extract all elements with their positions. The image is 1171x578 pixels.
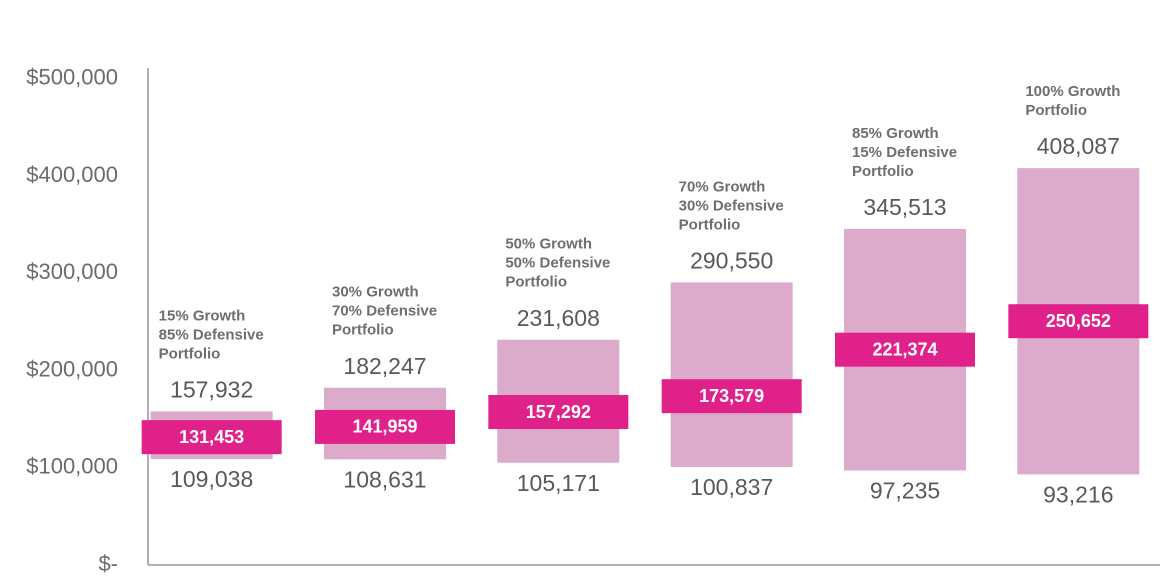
category-label: 50% Defensive bbox=[505, 255, 610, 272]
category-label: Portfolio bbox=[852, 163, 914, 180]
high-label: 182,247 bbox=[343, 353, 426, 379]
high-label: 290,550 bbox=[690, 247, 773, 273]
category-label: 30% Defensive bbox=[679, 197, 784, 214]
category-label: Portfolio bbox=[159, 345, 221, 362]
category-label: 15% Growth bbox=[159, 307, 246, 324]
median-label: 131,453 bbox=[179, 427, 244, 447]
y-tick-label: $500,000 bbox=[26, 65, 118, 90]
category-label: 85% Defensive bbox=[159, 326, 264, 343]
high-label: 408,087 bbox=[1037, 133, 1120, 159]
y-tick-label: $100,000 bbox=[26, 454, 118, 479]
low-label: 108,631 bbox=[343, 466, 426, 492]
category-label: 100% Growth bbox=[1025, 83, 1120, 100]
y-tick-label: $400,000 bbox=[26, 162, 118, 187]
median-marker bbox=[835, 332, 975, 367]
y-tick-label: $300,000 bbox=[26, 259, 118, 284]
high-label: 345,513 bbox=[863, 194, 946, 220]
median-label: 173,579 bbox=[699, 386, 764, 406]
high-label: 231,608 bbox=[517, 305, 600, 331]
median-label: 141,959 bbox=[352, 417, 417, 437]
range-bar bbox=[670, 282, 793, 467]
category-label: 15% Defensive bbox=[852, 144, 957, 161]
y-tick-label: $200,000 bbox=[26, 356, 118, 381]
category-label: Portfolio bbox=[1025, 102, 1087, 119]
category-label: 70% Growth bbox=[679, 178, 766, 195]
category-label: Portfolio bbox=[679, 216, 741, 233]
median-label: 250,652 bbox=[1046, 311, 1111, 331]
category-label: Portfolio bbox=[505, 274, 567, 291]
category-label: 70% Defensive bbox=[332, 303, 437, 320]
median-marker bbox=[488, 395, 629, 430]
low-label: 97,235 bbox=[870, 478, 940, 504]
low-label: 105,171 bbox=[517, 470, 600, 496]
category-label: 85% Growth bbox=[852, 125, 939, 142]
category-label: 30% Growth bbox=[332, 284, 419, 301]
median-marker bbox=[1008, 304, 1149, 339]
high-label: 157,932 bbox=[170, 376, 253, 402]
category-label: Portfolio bbox=[332, 322, 394, 339]
median-marker bbox=[315, 409, 455, 444]
median-label: 157,292 bbox=[526, 402, 591, 422]
low-label: 93,216 bbox=[1043, 481, 1113, 507]
low-label: 109,038 bbox=[170, 466, 253, 492]
category-label: 50% Growth bbox=[505, 236, 592, 253]
median-label: 221,374 bbox=[872, 339, 937, 359]
median-marker bbox=[661, 379, 802, 414]
median-marker bbox=[141, 420, 282, 455]
y-tick-label: $- bbox=[98, 551, 118, 576]
low-label: 100,837 bbox=[690, 474, 773, 500]
